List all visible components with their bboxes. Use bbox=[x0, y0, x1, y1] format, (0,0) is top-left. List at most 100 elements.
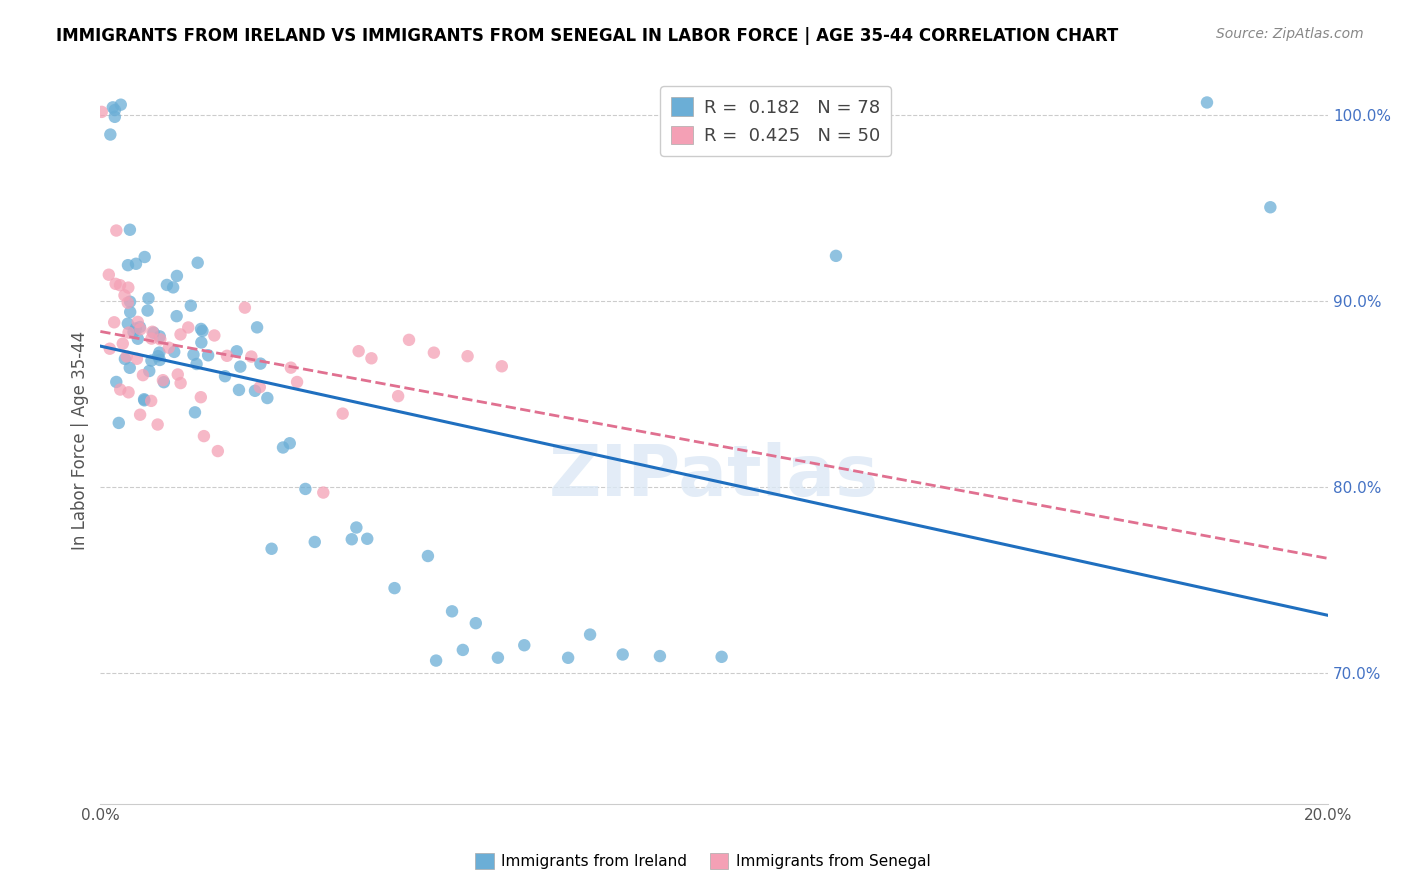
Immigrants from Senegal bbox=[207, 444, 229, 458]
Immigrants from Ireland bbox=[105, 375, 128, 389]
Immigrants from Ireland bbox=[260, 541, 283, 556]
Immigrants from Ireland bbox=[271, 441, 294, 455]
Immigrants from Ireland bbox=[127, 332, 149, 346]
Immigrants from Ireland bbox=[138, 364, 160, 378]
Immigrants from Senegal bbox=[125, 351, 148, 366]
Immigrants from Senegal bbox=[332, 407, 354, 421]
Immigrants from Ireland bbox=[104, 110, 127, 124]
Immigrants from Ireland bbox=[441, 604, 464, 618]
Immigrants from Ireland bbox=[136, 303, 159, 318]
Immigrants from Senegal bbox=[117, 295, 139, 310]
Immigrants from Ireland bbox=[141, 353, 163, 368]
Immigrants from Senegal bbox=[491, 359, 513, 374]
Immigrants from Ireland bbox=[101, 100, 124, 114]
Text: IMMIGRANTS FROM IRELAND VS IMMIGRANTS FROM SENEGAL IN LABOR FORCE | AGE 35-44 CO: IMMIGRANTS FROM IRELAND VS IMMIGRANTS FR… bbox=[56, 27, 1119, 45]
Immigrants from Senegal bbox=[398, 333, 420, 347]
Immigrants from Senegal bbox=[249, 380, 271, 394]
Immigrants from Senegal bbox=[141, 393, 163, 408]
Immigrants from Senegal bbox=[141, 332, 163, 346]
Immigrants from Ireland bbox=[166, 309, 188, 323]
Immigrants from Ireland bbox=[416, 549, 439, 563]
Immigrants from Senegal bbox=[110, 383, 132, 397]
Immigrants from Ireland bbox=[98, 128, 121, 142]
Immigrants from Ireland bbox=[256, 391, 278, 405]
Immigrants from Ireland bbox=[114, 351, 136, 366]
Immigrants from Senegal bbox=[157, 341, 180, 355]
Immigrants from Ireland bbox=[384, 581, 406, 595]
Immigrants from Ireland bbox=[134, 393, 156, 408]
Immigrants from Ireland bbox=[486, 650, 509, 665]
Immigrants from Ireland bbox=[138, 292, 160, 306]
Immigrants from Senegal bbox=[457, 349, 479, 363]
Immigrants from Senegal bbox=[111, 336, 134, 351]
Immigrants from Senegal bbox=[103, 315, 125, 329]
Immigrants from Ireland bbox=[125, 321, 148, 335]
Immigrants from Ireland bbox=[710, 649, 733, 664]
Immigrants from Ireland bbox=[110, 97, 132, 112]
Immigrants from Ireland bbox=[132, 392, 155, 407]
Immigrants from Senegal bbox=[108, 278, 131, 293]
Immigrants from Senegal bbox=[117, 385, 139, 400]
Immigrants from Senegal bbox=[127, 315, 149, 329]
Immigrants from Senegal bbox=[190, 390, 212, 404]
Immigrants from Senegal bbox=[215, 349, 238, 363]
Immigrants from Senegal bbox=[105, 223, 128, 237]
Immigrants from Ireland bbox=[117, 258, 139, 272]
Immigrants from Ireland bbox=[451, 643, 474, 657]
Immigrants from Ireland bbox=[579, 627, 602, 641]
Immigrants from Senegal bbox=[132, 368, 155, 383]
Immigrants from Ireland bbox=[249, 357, 271, 371]
Immigrants from Ireland bbox=[156, 277, 179, 292]
Immigrants from Ireland bbox=[153, 375, 176, 389]
Immigrants from Ireland bbox=[246, 320, 269, 334]
Immigrants from Senegal bbox=[169, 376, 191, 390]
Immigrants from Ireland bbox=[134, 250, 156, 264]
Immigrants from Ireland bbox=[191, 324, 214, 338]
Immigrants from Ireland bbox=[107, 416, 129, 430]
Immigrants from Senegal bbox=[104, 277, 127, 291]
Immigrants from Ireland bbox=[118, 294, 141, 309]
Immigrants from Senegal bbox=[149, 332, 172, 346]
Immigrants from Senegal bbox=[146, 417, 169, 432]
Immigrants from Ireland bbox=[825, 249, 848, 263]
Immigrants from Ireland bbox=[278, 436, 301, 450]
Immigrants from Ireland bbox=[229, 359, 252, 374]
Immigrants from Ireland bbox=[225, 344, 247, 359]
Immigrants from Ireland bbox=[186, 357, 208, 371]
Immigrants from Senegal bbox=[423, 345, 446, 359]
Immigrants from Ireland bbox=[294, 482, 316, 496]
Immigrants from Ireland bbox=[146, 349, 169, 363]
Immigrants from Ireland bbox=[163, 345, 186, 359]
Immigrants from Senegal bbox=[97, 268, 120, 282]
Immigrants from Ireland bbox=[162, 280, 184, 294]
Immigrants from Ireland bbox=[425, 654, 447, 668]
Immigrants from Ireland bbox=[513, 638, 536, 652]
Immigrants from Ireland bbox=[612, 648, 634, 662]
Immigrants from Senegal bbox=[98, 342, 121, 356]
Immigrants from Ireland bbox=[104, 103, 127, 117]
Immigrants from Ireland bbox=[214, 369, 236, 384]
Immigrants from Ireland bbox=[197, 348, 219, 362]
Immigrants from Senegal bbox=[90, 104, 112, 119]
Immigrants from Senegal bbox=[166, 368, 188, 382]
Immigrants from Ireland bbox=[557, 650, 579, 665]
Immigrants from Senegal bbox=[387, 389, 409, 403]
Legend: Immigrants from Ireland, Immigrants from Senegal: Immigrants from Ireland, Immigrants from… bbox=[470, 847, 936, 875]
Immigrants from Senegal bbox=[360, 351, 382, 366]
Immigrants from Ireland bbox=[148, 345, 170, 359]
Immigrants from Ireland bbox=[184, 405, 207, 419]
Immigrants from Ireland bbox=[228, 383, 250, 397]
Immigrants from Ireland bbox=[190, 335, 212, 350]
Immigrants from Ireland bbox=[304, 535, 326, 549]
Immigrants from Senegal bbox=[169, 327, 191, 342]
Immigrants from Senegal bbox=[152, 373, 174, 387]
Immigrants from Senegal bbox=[233, 301, 256, 315]
Immigrants from Senegal bbox=[312, 485, 335, 500]
Immigrants from Senegal bbox=[115, 350, 138, 364]
Immigrants from Ireland bbox=[125, 257, 148, 271]
Immigrants from Senegal bbox=[177, 320, 200, 334]
Immigrants from Senegal bbox=[285, 375, 308, 389]
Text: Source: ZipAtlas.com: Source: ZipAtlas.com bbox=[1216, 27, 1364, 41]
Immigrants from Ireland bbox=[129, 320, 152, 334]
Immigrants from Senegal bbox=[117, 280, 139, 294]
